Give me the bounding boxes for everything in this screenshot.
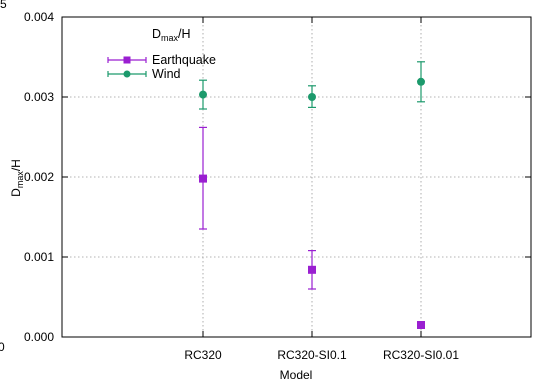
- x-tick-layer: RC320 RC320-SI0.1 RC320-SI0.01: [184, 17, 459, 362]
- edge-fragment-bottom: 0: [0, 340, 5, 354]
- series-wind: [199, 61, 425, 110]
- legend-marker: [123, 70, 131, 78]
- x-axis-label: Model: [280, 368, 313, 381]
- edge-fragment-top: 5: [0, 0, 7, 11]
- x-tick-label: RC320-SI0.1: [277, 348, 347, 362]
- plot-frame: [61, 16, 532, 338]
- y-tick-label: 0.000: [24, 330, 54, 344]
- legend-label: Wind: [152, 67, 181, 81]
- data-point: [199, 90, 207, 99]
- data-point: [199, 174, 207, 183]
- series-earthquake: [199, 126, 425, 329]
- grid-layer: [62, 17, 531, 337]
- x-tick-label: RC320: [184, 348, 222, 362]
- x-tick-label: RC320-SI0.01: [383, 348, 459, 362]
- data-point: [308, 265, 316, 274]
- data-point: [417, 77, 425, 86]
- series-layer: [199, 61, 425, 329]
- legend-marker: [123, 56, 131, 64]
- legend-label: Earthquake: [152, 53, 216, 67]
- y-tick-label: 0.004: [24, 10, 54, 24]
- legend-title: Dmax/H: [152, 27, 191, 43]
- data-point: [417, 321, 425, 329]
- y-tick-label: 0.003: [24, 90, 54, 104]
- data-point: [308, 93, 316, 101]
- y-tick-label: 0.002: [24, 170, 54, 184]
- y-axis-label: Dmax/H: [9, 159, 25, 197]
- y-tick-label: 0.001: [24, 250, 54, 264]
